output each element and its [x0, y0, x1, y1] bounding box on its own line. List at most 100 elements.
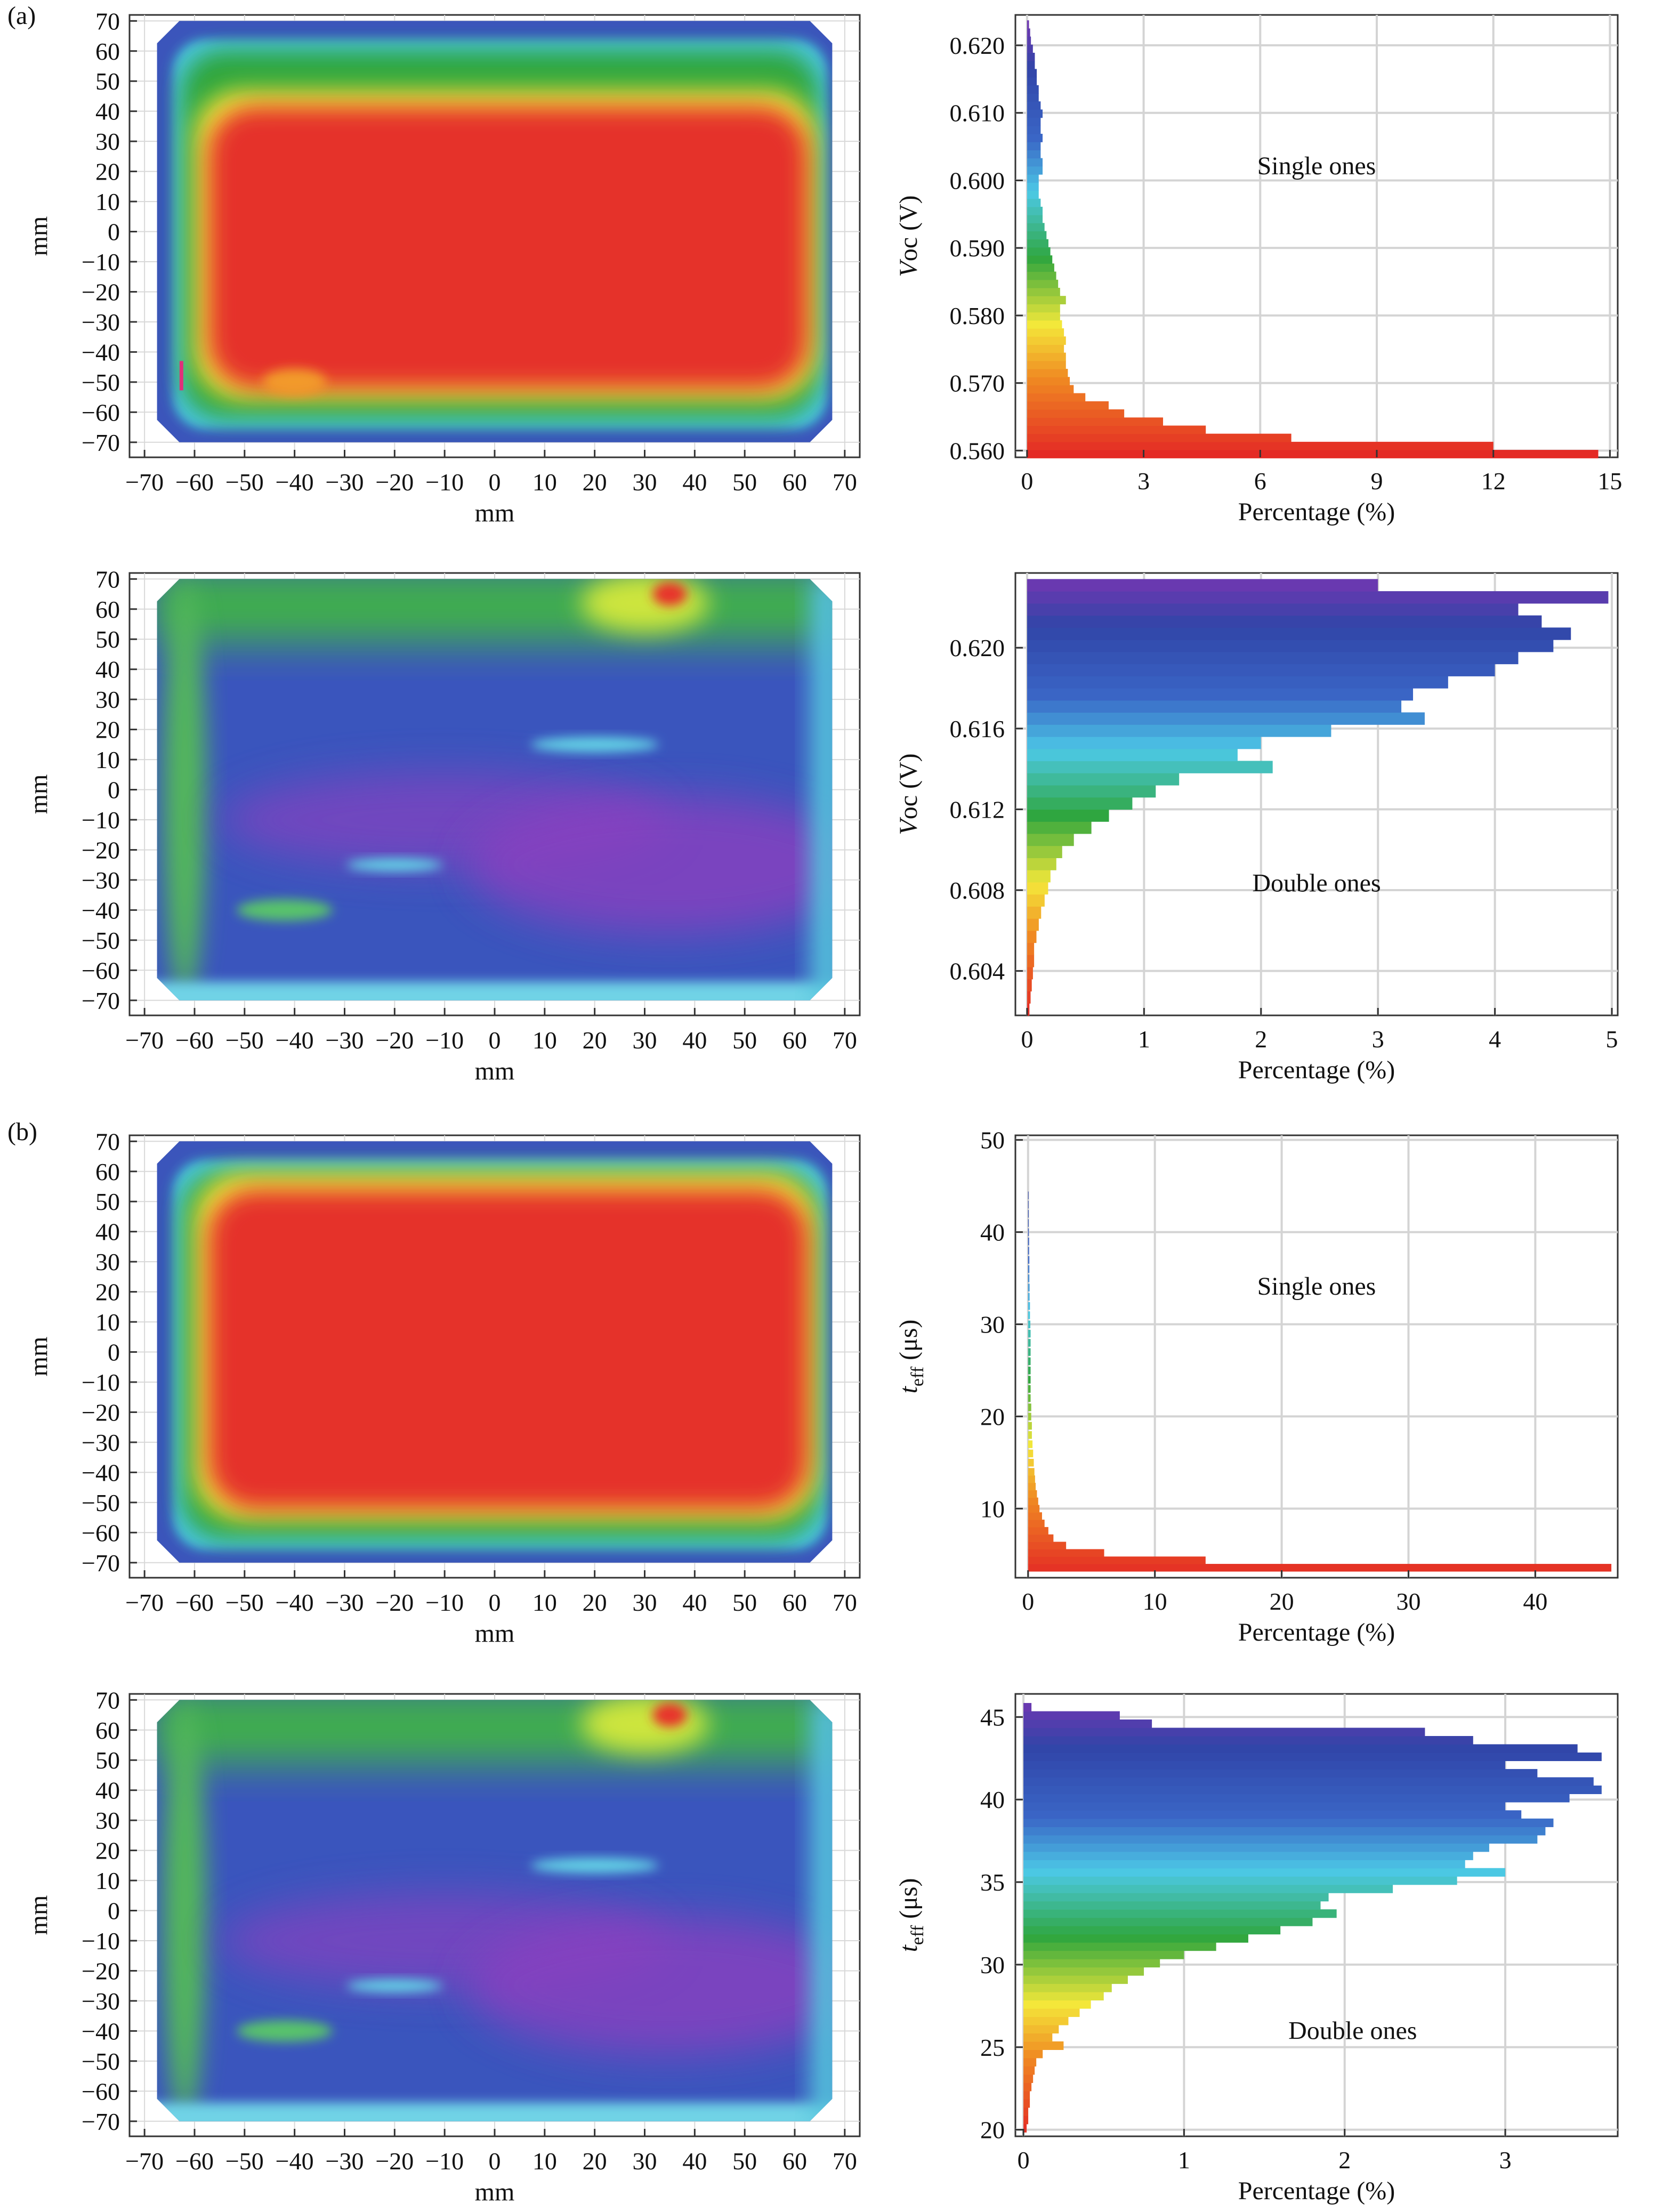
hist-bar: [1027, 882, 1048, 895]
map-xtick-label: 30: [633, 2148, 657, 2175]
hist-bar: [1023, 2008, 1080, 2017]
map-xtick-label: −10: [425, 1589, 464, 1616]
hist-bar: [1027, 271, 1056, 280]
hist-bar: [1027, 809, 1109, 822]
map-ytick-label: −10: [82, 248, 120, 276]
hist-bar: [1027, 712, 1425, 725]
hist-xtick-label: 20: [1270, 1588, 1294, 1615]
hist-bar: [1028, 1440, 1033, 1448]
hist-xtick-label: 9: [1371, 467, 1383, 495]
hist-ytick-label: 10: [980, 1495, 1005, 1522]
map-xtick-label: 20: [583, 2148, 607, 2175]
hist-bar: [1027, 117, 1041, 126]
hist-bar: [1028, 1219, 1029, 1227]
hist-bar: [1027, 304, 1060, 313]
hist-bar: [1023, 1868, 1506, 1877]
histogram-hist-b-double: 0 1 2 3 45 40 35 30 25 20 Percentage (%) teff (μs) D…: [894, 1693, 1619, 2205]
map-ylabel: mm: [25, 216, 53, 256]
hist-bar: [1028, 1490, 1037, 1498]
hist-bar: [1023, 1967, 1144, 1976]
hist-bar: [1023, 1893, 1329, 1902]
map-ytick-label: 70: [95, 1686, 120, 1714]
hist-bar: [1027, 377, 1070, 386]
histogram-hist-a-single: 0 3 6 9 12 15 0.620 0.610 0.600 0.590 0.580 0.570 0.…: [894, 14, 1622, 526]
hist-bar: [1027, 906, 1042, 919]
map-xtick-label: 60: [782, 469, 807, 496]
hist-bar: [1027, 198, 1041, 207]
hist-bar: [1023, 1727, 1425, 1737]
hist-bar: [1027, 369, 1068, 377]
hist-bar: [1028, 1210, 1029, 1218]
hist-bar: [1023, 1769, 1538, 1778]
map-yellow-spot: [580, 579, 709, 633]
hist-bar: [1028, 1431, 1032, 1439]
hist-bar: [1027, 748, 1238, 762]
map-red-hotspot: [652, 1703, 687, 1727]
hist-bar: [1023, 1761, 1506, 1770]
hist-bar: [1027, 223, 1045, 232]
map-xtick-label: 40: [682, 1027, 707, 1054]
hist-bar: [1023, 2033, 1053, 2042]
hist-bar: [1027, 158, 1043, 167]
hist-bar: [1027, 724, 1331, 737]
hist-ytick-label: 0.610: [950, 100, 1005, 127]
hist-bar: [1028, 1534, 1054, 1543]
hist-bar: [1027, 409, 1125, 418]
map-xtick-label: −50: [225, 469, 264, 496]
map-xtick-label: 0: [489, 469, 501, 496]
hist-ytick-label: 50: [980, 1127, 1005, 1154]
map-xtick-label: −30: [326, 1589, 364, 1616]
map-ytick-label: −40: [82, 897, 120, 924]
hist-bar: [1028, 1367, 1031, 1375]
hist-bar: [1027, 918, 1039, 931]
hist-bar: [1027, 109, 1043, 118]
map-ytick-label: 40: [95, 98, 120, 125]
map-xtick-label: −70: [125, 1589, 164, 1616]
hist-ytick-label: 0.616: [950, 715, 1005, 742]
hist-bar: [1027, 651, 1519, 665]
histogram-hist-b-single: 0 10 20 30 40 50 40 30 20 10 Percentage (%) teff (μ…: [894, 1127, 1619, 1646]
hist-bar: [1023, 1884, 1393, 1893]
map-green-top: [157, 579, 833, 643]
hist-bar: [1023, 1992, 1104, 2001]
hist-bar: [1027, 640, 1554, 652]
hist-ytick-label: 0.590: [950, 235, 1005, 262]
hist-bar: [1027, 77, 1037, 86]
map-xtick-label: 70: [833, 1027, 857, 1054]
hist-bar: [1027, 773, 1180, 786]
hist-bar: [1028, 1293, 1030, 1301]
hist-frame: [1014, 14, 1619, 458]
map-ytick-label: −60: [82, 2078, 120, 2105]
map-ytick-label: −10: [82, 1369, 120, 1396]
map-xtick-label: 0: [489, 1027, 501, 1054]
hist-ytick-label: 20: [980, 1403, 1005, 1430]
hist-ytick-label: 0.620: [950, 634, 1005, 661]
map-ytick-label: 10: [95, 746, 120, 773]
hist-bar: [1023, 1785, 1602, 1794]
hist-bar: [1027, 190, 1039, 199]
hist-bar: [1028, 1403, 1031, 1411]
hist-bar: [1028, 1200, 1029, 1209]
hist-bar: [1023, 2041, 1064, 2050]
map-xtick-label: −20: [375, 1589, 414, 1616]
hist-bar: [1028, 1449, 1034, 1458]
hist-bar: [1027, 858, 1056, 870]
hist-bar: [1028, 1541, 1067, 1549]
hist-bar: [1027, 579, 1378, 592]
hist-bar: [1023, 2000, 1091, 2009]
map-xtick-label: −70: [125, 469, 164, 496]
map-xtick-label: −40: [276, 1589, 314, 1616]
hist-bar: [1028, 1512, 1042, 1520]
map-ytick-label: −60: [82, 957, 120, 984]
hist-bar: [1027, 328, 1064, 337]
hist-bar: [1023, 1909, 1337, 1918]
hist-bar: [1023, 1810, 1522, 1819]
hist-xtick-label: 6: [1254, 467, 1266, 495]
map-ytick-label: −60: [82, 1519, 120, 1546]
hist-bar: [1028, 1283, 1030, 1291]
map-xtick-label: 70: [833, 1589, 857, 1616]
hist-annotation: Single ones: [1257, 152, 1376, 180]
map-xtick-label: 60: [782, 1589, 807, 1616]
map-xtick-label: 20: [583, 469, 607, 496]
map-xtick-label: 10: [532, 2148, 557, 2175]
